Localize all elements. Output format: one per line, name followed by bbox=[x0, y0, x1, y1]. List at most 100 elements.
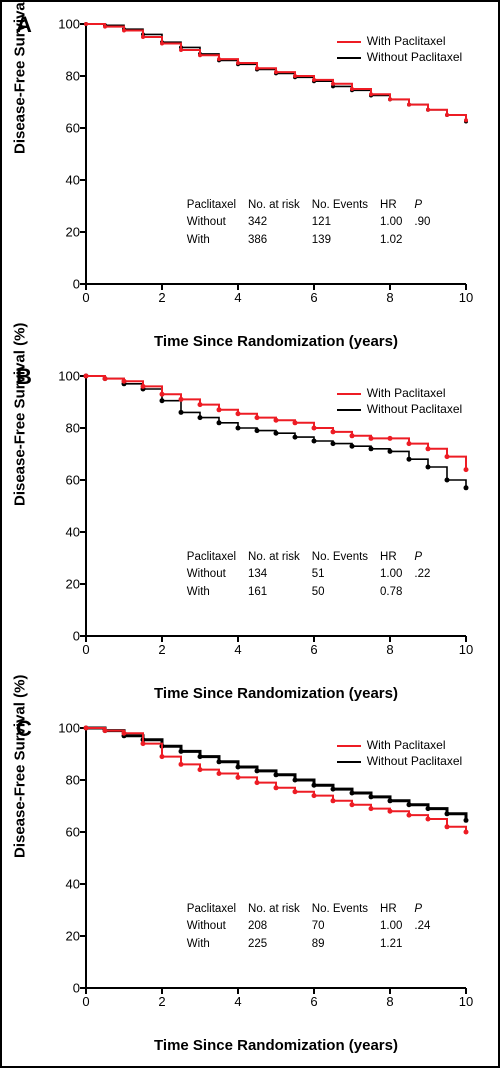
x-tick-label: 10 bbox=[459, 636, 473, 657]
marker-with bbox=[274, 418, 279, 423]
marker-with bbox=[312, 426, 317, 431]
table-cell: 89 bbox=[312, 937, 378, 953]
marker-without bbox=[293, 778, 298, 783]
table-cell: 134 bbox=[248, 567, 310, 583]
marker-with bbox=[426, 108, 430, 112]
table-header: No. at risk bbox=[248, 902, 310, 918]
table-cell: 342 bbox=[248, 215, 310, 231]
table-header: No. at risk bbox=[248, 198, 310, 214]
table-cell: Without bbox=[187, 567, 246, 583]
marker-with bbox=[103, 25, 107, 29]
marker-without bbox=[464, 485, 469, 490]
table-cell: Without bbox=[187, 215, 246, 231]
marker-with bbox=[388, 97, 392, 101]
x-tick-label: 6 bbox=[310, 284, 317, 305]
table-cell: 51 bbox=[312, 567, 378, 583]
marker-without bbox=[350, 791, 355, 796]
marker-without bbox=[331, 441, 336, 446]
marker-without bbox=[388, 449, 393, 454]
y-tick-label: 20 bbox=[66, 929, 86, 944]
stats-table: PaclitaxelNo. at riskNo. EventsHRPWithou… bbox=[185, 900, 443, 955]
marker-without bbox=[217, 420, 222, 425]
x-axis-label: Time Since Randomization (years) bbox=[86, 333, 466, 350]
marker-without bbox=[388, 798, 393, 803]
marker-with bbox=[274, 70, 278, 74]
y-tick-label: 20 bbox=[66, 225, 86, 240]
marker-with bbox=[388, 436, 393, 441]
marker-with bbox=[312, 793, 317, 798]
marker-without bbox=[274, 431, 279, 436]
table-cell: 139 bbox=[312, 233, 378, 249]
table-cell: 386 bbox=[248, 233, 310, 249]
marker-without bbox=[464, 818, 469, 823]
x-tick-label: 8 bbox=[386, 988, 393, 1009]
marker-with bbox=[179, 397, 184, 402]
marker-without bbox=[255, 428, 260, 433]
marker-with bbox=[103, 376, 108, 381]
y-tick-label: 100 bbox=[58, 721, 86, 736]
marker-with bbox=[350, 433, 355, 438]
marker-with bbox=[407, 813, 412, 818]
table-cell: With bbox=[187, 233, 246, 249]
y-tick-label: 80 bbox=[66, 773, 86, 788]
table-cell: .24 bbox=[414, 919, 440, 935]
x-tick-label: 10 bbox=[459, 284, 473, 305]
marker-with bbox=[445, 454, 450, 459]
marker-without bbox=[445, 811, 450, 816]
marker-with bbox=[141, 35, 145, 39]
y-tick-label: 60 bbox=[66, 825, 86, 840]
table-cell: 225 bbox=[248, 937, 310, 953]
marker-with bbox=[160, 754, 165, 759]
table-cell: .90 bbox=[414, 215, 440, 231]
marker-with bbox=[217, 771, 222, 776]
marker-with bbox=[369, 92, 373, 96]
marker-with bbox=[350, 802, 355, 807]
marker-without bbox=[198, 754, 203, 759]
panel-c: C Disease-Free Survival (%) 020406080100… bbox=[8, 714, 492, 1060]
table-header: Paclitaxel bbox=[187, 550, 246, 566]
table-row: With161500.78 bbox=[187, 585, 441, 601]
table-header: P bbox=[414, 550, 440, 566]
x-axis-label: Time Since Randomization (years) bbox=[86, 685, 466, 702]
marker-without bbox=[312, 439, 317, 444]
legend-line-icon bbox=[337, 761, 361, 763]
table-row: With3861391.02 bbox=[187, 233, 441, 249]
panel-b: B Disease-Free Survival (%) 020406080100… bbox=[8, 362, 492, 708]
legend-line-icon bbox=[337, 745, 361, 747]
table-cell: 1.21 bbox=[380, 937, 412, 953]
marker-with bbox=[103, 728, 108, 733]
table-header: Paclitaxel bbox=[187, 198, 246, 214]
x-tick-label: 2 bbox=[158, 988, 165, 1009]
marker-with bbox=[464, 118, 468, 122]
table-cell: 1.02 bbox=[380, 233, 412, 249]
marker-with bbox=[236, 775, 241, 780]
marker-with bbox=[179, 762, 184, 767]
stats-table: PaclitaxelNo. at riskNo. EventsHRPWithou… bbox=[185, 548, 443, 603]
y-axis-label: Disease-Free Survival (%) bbox=[12, 0, 29, 154]
legend-row-without: Without Paclitaxel bbox=[337, 50, 462, 66]
marker-without bbox=[445, 478, 450, 483]
y-tick-label: 40 bbox=[66, 877, 86, 892]
marker-without bbox=[236, 765, 241, 770]
table-row: Without134511.00.22 bbox=[187, 567, 441, 583]
table-cell: With bbox=[187, 937, 246, 953]
x-tick-label: 2 bbox=[158, 636, 165, 657]
x-tick-label: 6 bbox=[310, 636, 317, 657]
table-cell: 1.00 bbox=[380, 567, 412, 583]
x-tick-label: 6 bbox=[310, 988, 317, 1009]
table-cell: 0.78 bbox=[380, 585, 412, 601]
table-cell: 1.00 bbox=[380, 919, 412, 935]
marker-with bbox=[426, 446, 431, 451]
marker-with bbox=[445, 824, 450, 829]
table-cell: With bbox=[187, 585, 246, 601]
marker-with bbox=[464, 467, 469, 472]
marker-with bbox=[141, 384, 146, 389]
marker-without bbox=[369, 794, 374, 799]
table-cell: 1.00 bbox=[380, 215, 412, 231]
marker-with bbox=[198, 767, 203, 772]
marker-with bbox=[293, 789, 298, 794]
y-tick-label: 80 bbox=[66, 69, 86, 84]
y-axis-label: Disease-Free Survival (%) bbox=[12, 323, 29, 506]
legend-line-icon bbox=[337, 57, 361, 59]
marker-with bbox=[217, 57, 221, 61]
